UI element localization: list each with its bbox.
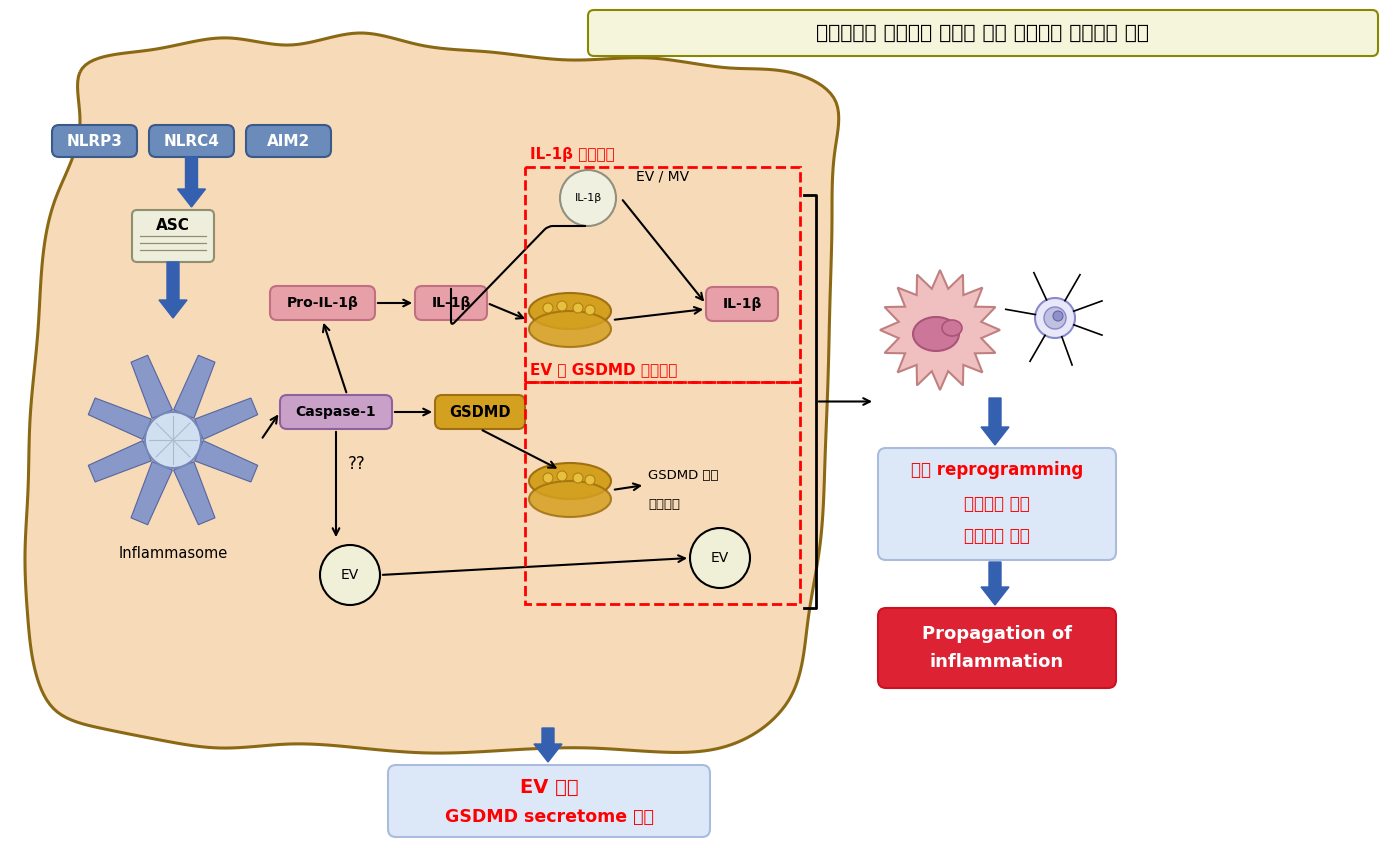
Text: Inflammasome: Inflammasome: [118, 546, 228, 561]
Ellipse shape: [529, 293, 611, 329]
Text: IL-1β: IL-1β: [575, 193, 601, 203]
Bar: [525, 167, 800, 382]
FancyBboxPatch shape: [132, 210, 214, 262]
Text: Pro-IL-1β: Pro-IL-1β: [287, 296, 358, 310]
Circle shape: [1036, 298, 1075, 338]
FancyBboxPatch shape: [706, 287, 778, 321]
Text: EV: EV: [341, 568, 359, 582]
Bar: [525, 382, 800, 604]
Circle shape: [585, 305, 594, 315]
Circle shape: [543, 473, 553, 483]
Circle shape: [1044, 307, 1066, 329]
Text: 분비인자: 분비인자: [649, 498, 681, 511]
Polygon shape: [195, 440, 258, 482]
FancyBboxPatch shape: [270, 286, 374, 320]
Text: GSDMD 매개: GSDMD 매개: [649, 469, 718, 482]
Text: IL-1β: IL-1β: [722, 297, 761, 311]
Polygon shape: [131, 356, 173, 419]
Text: 신경세포 손상: 신경세포 손상: [965, 527, 1030, 545]
Circle shape: [1052, 311, 1063, 321]
Ellipse shape: [942, 320, 962, 336]
FancyBboxPatch shape: [52, 125, 136, 157]
FancyBboxPatch shape: [434, 395, 525, 429]
Circle shape: [145, 412, 200, 468]
Text: EV: EV: [711, 551, 729, 565]
FancyArrow shape: [178, 157, 206, 207]
FancyArrow shape: [981, 562, 1009, 605]
FancyArrow shape: [535, 728, 562, 762]
Text: 염증인자 분석: 염증인자 분석: [965, 495, 1030, 513]
Circle shape: [560, 170, 617, 226]
Polygon shape: [195, 398, 258, 439]
Polygon shape: [880, 270, 999, 390]
Text: NLRP3: NLRP3: [67, 134, 122, 148]
Circle shape: [574, 473, 583, 483]
FancyBboxPatch shape: [878, 448, 1116, 560]
Ellipse shape: [529, 463, 611, 499]
Text: EV / MV: EV / MV: [636, 169, 689, 183]
Text: 세포 reprogramming: 세포 reprogramming: [910, 461, 1083, 479]
Circle shape: [690, 528, 750, 588]
Text: AIM2: AIM2: [267, 134, 310, 148]
Polygon shape: [174, 462, 214, 525]
FancyBboxPatch shape: [149, 125, 234, 157]
FancyBboxPatch shape: [388, 765, 710, 837]
FancyArrow shape: [159, 262, 187, 318]
Circle shape: [543, 303, 553, 313]
Text: Propagation of: Propagation of: [922, 625, 1072, 643]
Text: EV 및 GSDMD 분비인자: EV 및 GSDMD 분비인자: [530, 362, 678, 377]
Circle shape: [557, 301, 567, 311]
Polygon shape: [88, 440, 152, 482]
Text: IL-1β 분비기전: IL-1β 분비기전: [530, 147, 615, 162]
Circle shape: [320, 545, 380, 605]
FancyArrow shape: [981, 398, 1009, 445]
FancyBboxPatch shape: [415, 286, 487, 320]
Text: IL-1β: IL-1β: [432, 296, 470, 310]
Text: GSDMD: GSDMD: [450, 405, 511, 419]
FancyBboxPatch shape: [280, 395, 393, 429]
FancyBboxPatch shape: [587, 10, 1378, 56]
Text: GSDMD secretome 분석: GSDMD secretome 분석: [444, 808, 653, 826]
Text: ??: ??: [348, 455, 366, 473]
Text: EV 분석: EV 분석: [519, 778, 578, 797]
FancyBboxPatch shape: [878, 608, 1116, 688]
Text: NLRC4: NLRC4: [164, 134, 220, 148]
Polygon shape: [174, 356, 214, 419]
Polygon shape: [131, 462, 173, 525]
Ellipse shape: [529, 311, 611, 347]
Text: Caspase-1: Caspase-1: [295, 405, 376, 419]
Polygon shape: [25, 33, 839, 753]
Text: ASC: ASC: [156, 217, 189, 232]
Text: 인플라마좀 작용기전 규명에 의한 염증확산 매개인자 발굴: 인플라마좀 작용기전 규명에 의한 염증확산 매개인자 발굴: [817, 23, 1150, 42]
Ellipse shape: [529, 481, 611, 517]
Text: inflammation: inflammation: [930, 653, 1063, 671]
Circle shape: [574, 303, 583, 313]
Circle shape: [585, 475, 594, 485]
Circle shape: [557, 471, 567, 481]
Polygon shape: [88, 398, 152, 439]
Ellipse shape: [913, 317, 959, 351]
FancyBboxPatch shape: [246, 125, 331, 157]
